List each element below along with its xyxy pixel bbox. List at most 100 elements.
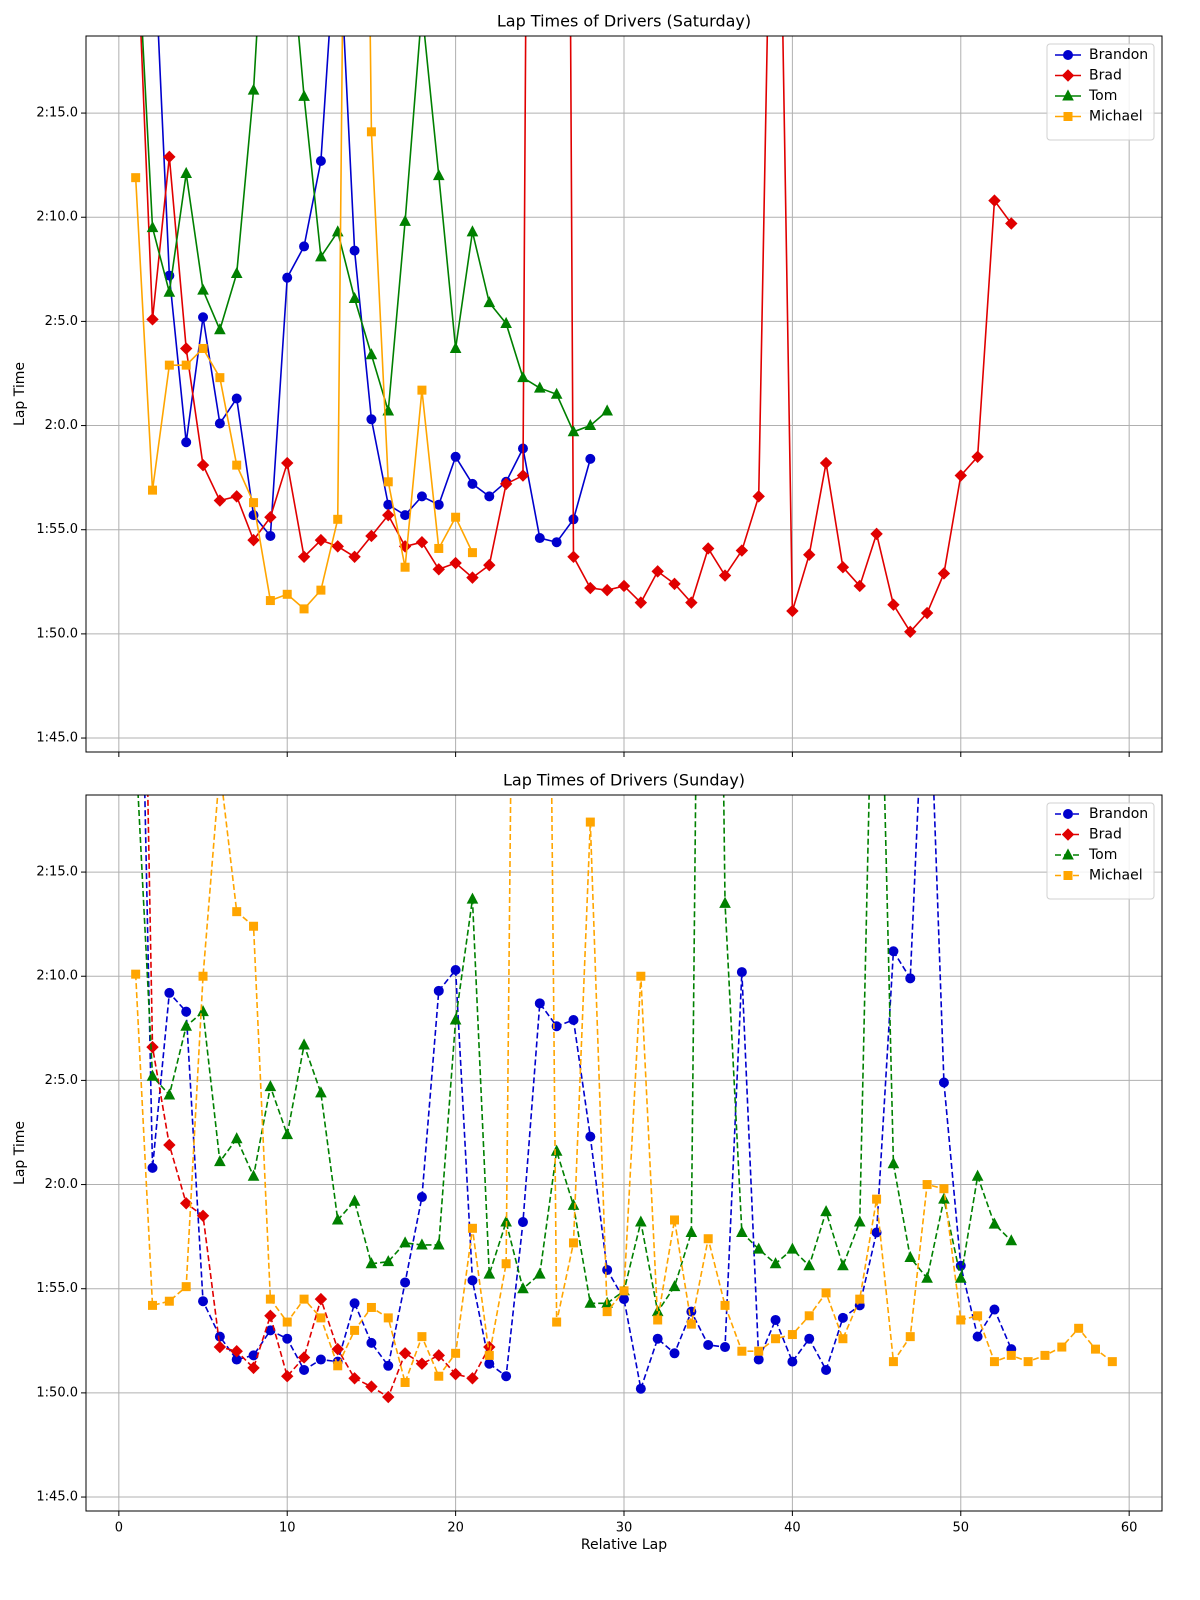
data-point [366,414,377,425]
data-point [685,1225,698,1237]
data-point [432,563,445,576]
data-point [887,1157,900,1169]
data-point [670,1215,680,1225]
data-point [297,550,311,564]
y-tick-label: 2:0.0 [45,418,78,433]
legend-label: Brad [1089,827,1122,843]
legend-label: Tom [1088,88,1117,104]
data-point [247,83,260,95]
data-point [619,1286,629,1296]
data-point [803,548,816,561]
data-point [602,1264,613,1275]
data-point [416,1192,427,1203]
data-point [416,491,427,502]
data-point [314,533,328,547]
data-point [315,1086,327,1098]
data-point [232,907,242,917]
data-point [787,1356,798,1367]
x-tick-label: 0 [115,1521,123,1536]
data-point [331,1342,344,1356]
data-point [181,437,192,448]
data-point [180,1019,193,1031]
data-point [989,1357,999,1367]
data-point [653,1315,663,1325]
y-tick-label: 2:10.0 [36,969,78,984]
data-point [938,1077,949,1088]
data-point [366,127,376,137]
data-point [181,1282,191,1292]
data-point [922,1180,932,1190]
data-point [281,456,294,470]
data-point [299,1364,310,1375]
data-point [265,596,275,606]
data-point [467,1275,478,1286]
data-point [1005,1234,1018,1246]
data-point [181,1006,192,1017]
data-point [449,341,462,353]
data-point [265,1294,275,1304]
data-point [973,1311,983,1321]
data-point [804,1333,815,1344]
data-point [820,1205,832,1217]
data-point [921,1271,933,1283]
data-point [348,291,361,303]
data-point [956,1315,966,1325]
data-point [415,536,429,549]
data-point [449,1013,462,1025]
data-point [297,1351,311,1364]
data-point [636,971,646,981]
data-point [146,221,159,233]
data-point [870,527,883,541]
legend-label: Brad [1089,68,1122,84]
legend-marker [1062,89,1074,101]
data-point [853,1215,866,1227]
data-point [198,1296,209,1307]
data-point [804,1311,814,1321]
data-point [752,1242,765,1254]
data-point [299,604,309,614]
data-point [249,921,259,931]
data-point [905,973,916,984]
legend-label: Tom [1088,847,1117,863]
data-point [567,550,580,564]
data-point [214,323,226,335]
data-point [232,460,242,470]
data-point [904,1250,917,1262]
data-point [920,606,934,620]
data-point [483,558,496,572]
data-point [398,1347,412,1360]
data-point [954,469,967,482]
data-point [179,1197,193,1210]
y-tick-label: 1:45.0 [36,731,78,746]
data-point [198,343,208,353]
data-point [972,1331,983,1342]
data-point [315,155,326,166]
data-point [214,1155,226,1167]
data-point [567,1198,580,1210]
axes-frame [85,35,1163,753]
data-point [415,1357,429,1370]
data-point [736,967,747,978]
data-point [567,425,580,437]
data-point [179,342,193,355]
data-point [585,817,595,827]
data-point [434,543,444,553]
data-point [450,451,461,462]
data-point [400,562,410,572]
data-point [383,1313,393,1323]
data-point [197,283,209,295]
data-point [451,1348,461,1358]
data-point [988,194,1001,207]
data-point [1057,1342,1067,1352]
data-point [466,1372,479,1385]
data-point [602,1307,612,1317]
data-point [500,316,512,328]
data-point [432,1238,445,1250]
data-point [316,585,326,595]
data-point [484,491,495,502]
data-point [434,1371,444,1381]
data-point [466,225,479,237]
data-point [331,540,344,553]
legend: Brandon Brad Tom Michael [1046,802,1155,900]
data-point [450,964,461,975]
